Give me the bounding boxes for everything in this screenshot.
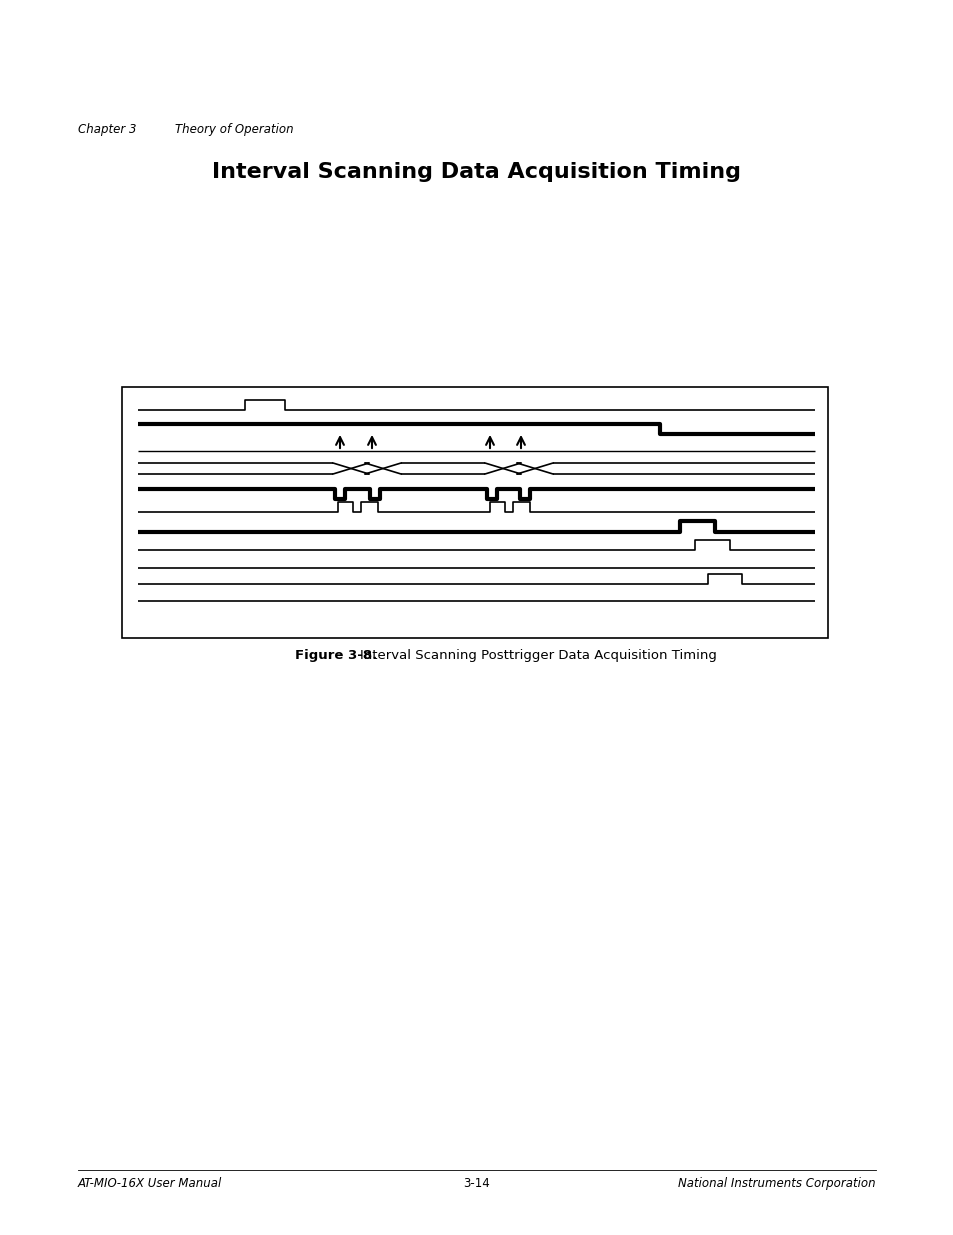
- Text: AT-MIO-16X User Manual: AT-MIO-16X User Manual: [78, 1177, 222, 1191]
- Text: Chapter 3: Chapter 3: [78, 124, 136, 136]
- Text: Interval Scanning Posttrigger Data Acquisition Timing: Interval Scanning Posttrigger Data Acqui…: [359, 650, 716, 662]
- Text: Theory of Operation: Theory of Operation: [174, 124, 294, 136]
- Bar: [122, 387, 827, 638]
- Text: Figure 3-8.: Figure 3-8.: [294, 650, 376, 662]
- Text: 3-14: 3-14: [463, 1177, 490, 1191]
- Text: National Instruments Corporation: National Instruments Corporation: [678, 1177, 875, 1191]
- Text: Interval Scanning Data Acquisition Timing: Interval Scanning Data Acquisition Timin…: [213, 162, 740, 182]
